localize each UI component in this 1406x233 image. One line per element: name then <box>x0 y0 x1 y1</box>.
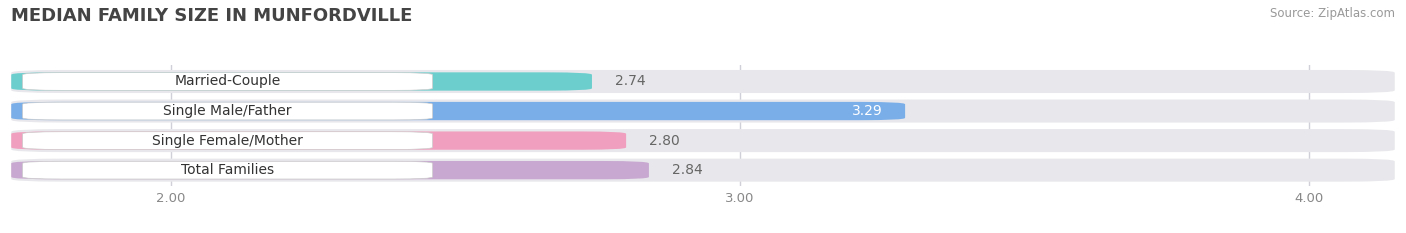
Text: 3.29: 3.29 <box>852 104 883 118</box>
FancyBboxPatch shape <box>11 99 1395 123</box>
Text: Total Families: Total Families <box>181 163 274 177</box>
Text: 2.74: 2.74 <box>614 75 645 89</box>
Text: 2.80: 2.80 <box>650 134 679 147</box>
FancyBboxPatch shape <box>22 102 433 120</box>
Text: Single Female/Mother: Single Female/Mother <box>152 134 304 147</box>
Text: Single Male/Father: Single Male/Father <box>163 104 292 118</box>
FancyBboxPatch shape <box>22 161 433 179</box>
Text: Source: ZipAtlas.com: Source: ZipAtlas.com <box>1270 7 1395 20</box>
FancyBboxPatch shape <box>11 159 1395 182</box>
Text: 2.84: 2.84 <box>672 163 703 177</box>
FancyBboxPatch shape <box>22 73 433 90</box>
FancyBboxPatch shape <box>11 72 592 91</box>
FancyBboxPatch shape <box>11 129 1395 152</box>
Text: Married-Couple: Married-Couple <box>174 75 281 89</box>
FancyBboxPatch shape <box>11 70 1395 93</box>
FancyBboxPatch shape <box>11 161 650 179</box>
Text: MEDIAN FAMILY SIZE IN MUNFORDVILLE: MEDIAN FAMILY SIZE IN MUNFORDVILLE <box>11 7 412 25</box>
FancyBboxPatch shape <box>22 132 433 149</box>
FancyBboxPatch shape <box>11 131 626 150</box>
FancyBboxPatch shape <box>11 102 905 120</box>
